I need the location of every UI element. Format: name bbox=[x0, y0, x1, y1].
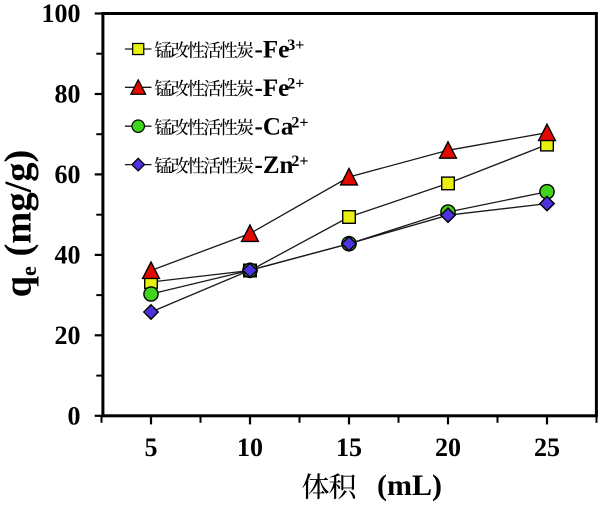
svg-text:5: 5 bbox=[145, 433, 158, 462]
svg-text:25: 25 bbox=[534, 433, 560, 462]
svg-text:-Zn: -Zn bbox=[255, 152, 294, 179]
svg-text:60: 60 bbox=[55, 160, 81, 189]
svg-text:20: 20 bbox=[55, 321, 81, 350]
svg-text:2+: 2+ bbox=[287, 76, 304, 93]
svg-text:-Ca: -Ca bbox=[255, 114, 294, 141]
svg-text:(mL): (mL) bbox=[377, 469, 442, 502]
svg-text:2+: 2+ bbox=[291, 153, 308, 170]
svg-text:3+: 3+ bbox=[287, 37, 304, 54]
svg-text:2+: 2+ bbox=[291, 114, 308, 131]
svg-text:40: 40 bbox=[55, 241, 81, 270]
svg-text:0: 0 bbox=[68, 402, 81, 431]
svg-text:-Fe: -Fe bbox=[255, 75, 290, 102]
svg-text:15: 15 bbox=[336, 433, 362, 462]
svg-text:100: 100 bbox=[42, 0, 81, 28]
svg-text:80: 80 bbox=[55, 80, 81, 109]
svg-text:20: 20 bbox=[435, 433, 461, 462]
svg-text:10: 10 bbox=[237, 433, 263, 462]
svg-text:-Fe: -Fe bbox=[255, 37, 290, 64]
